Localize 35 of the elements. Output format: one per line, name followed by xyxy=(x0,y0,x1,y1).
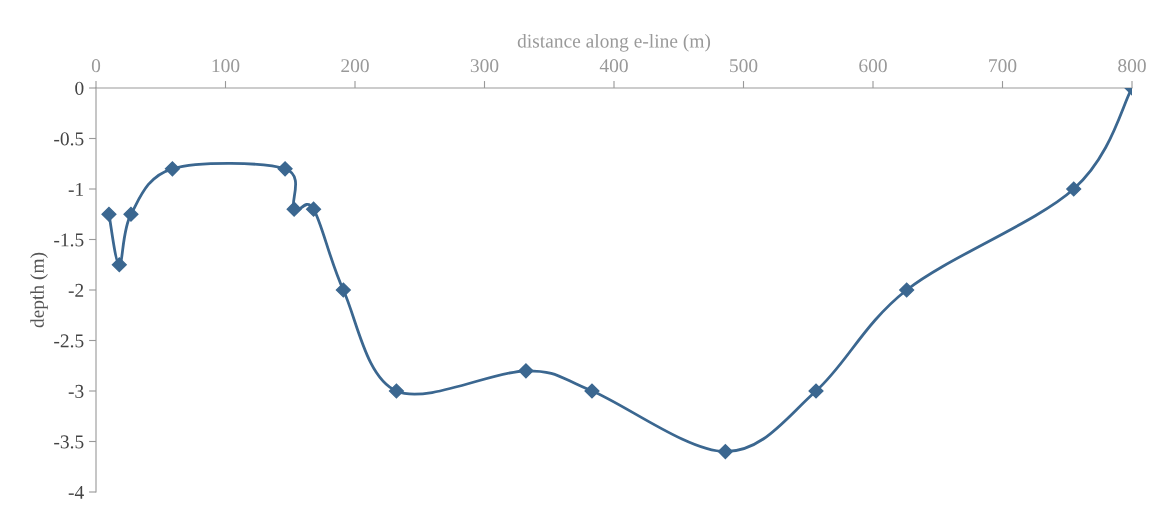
point xyxy=(111,257,127,273)
point xyxy=(518,363,534,379)
x-tick-label: 800 xyxy=(1118,59,1146,73)
y-tick-label: 0 xyxy=(75,81,84,95)
x-tick-label: 300 xyxy=(470,59,499,73)
point xyxy=(388,383,405,399)
point xyxy=(277,161,293,177)
point xyxy=(717,444,733,460)
point xyxy=(305,201,322,217)
x-tick-label: 0 xyxy=(91,59,101,73)
point xyxy=(335,282,351,298)
y-tick-label: -1 xyxy=(68,182,84,196)
y-tick-label: -4 xyxy=(68,485,84,499)
y-tick-label: -1.5 xyxy=(54,233,84,247)
x-tick-label: 700 xyxy=(989,59,1017,73)
y-tick-label: -0.5 xyxy=(54,132,84,146)
y-tick-label: -3.5 xyxy=(54,435,84,449)
x-tick-label: 500 xyxy=(730,59,758,73)
x-axis-title: distance along e-line (m) xyxy=(517,33,711,52)
point xyxy=(164,161,180,177)
x-tick-label: 200 xyxy=(341,59,369,73)
point xyxy=(286,201,302,217)
y-axis-title: depth (m) xyxy=(30,252,48,328)
point xyxy=(1066,181,1082,197)
x-tick-label: 100 xyxy=(212,59,240,73)
point xyxy=(899,282,915,298)
y-tick-label: -2.5 xyxy=(54,334,84,348)
point xyxy=(101,206,117,222)
point xyxy=(123,206,139,222)
point xyxy=(808,383,824,399)
y-tick-label: -2 xyxy=(68,283,84,297)
y-tick-label: -3 xyxy=(68,384,84,398)
point xyxy=(584,383,600,399)
x-tick-label: 400 xyxy=(599,59,628,73)
x-tick-label: 600 xyxy=(859,59,887,73)
